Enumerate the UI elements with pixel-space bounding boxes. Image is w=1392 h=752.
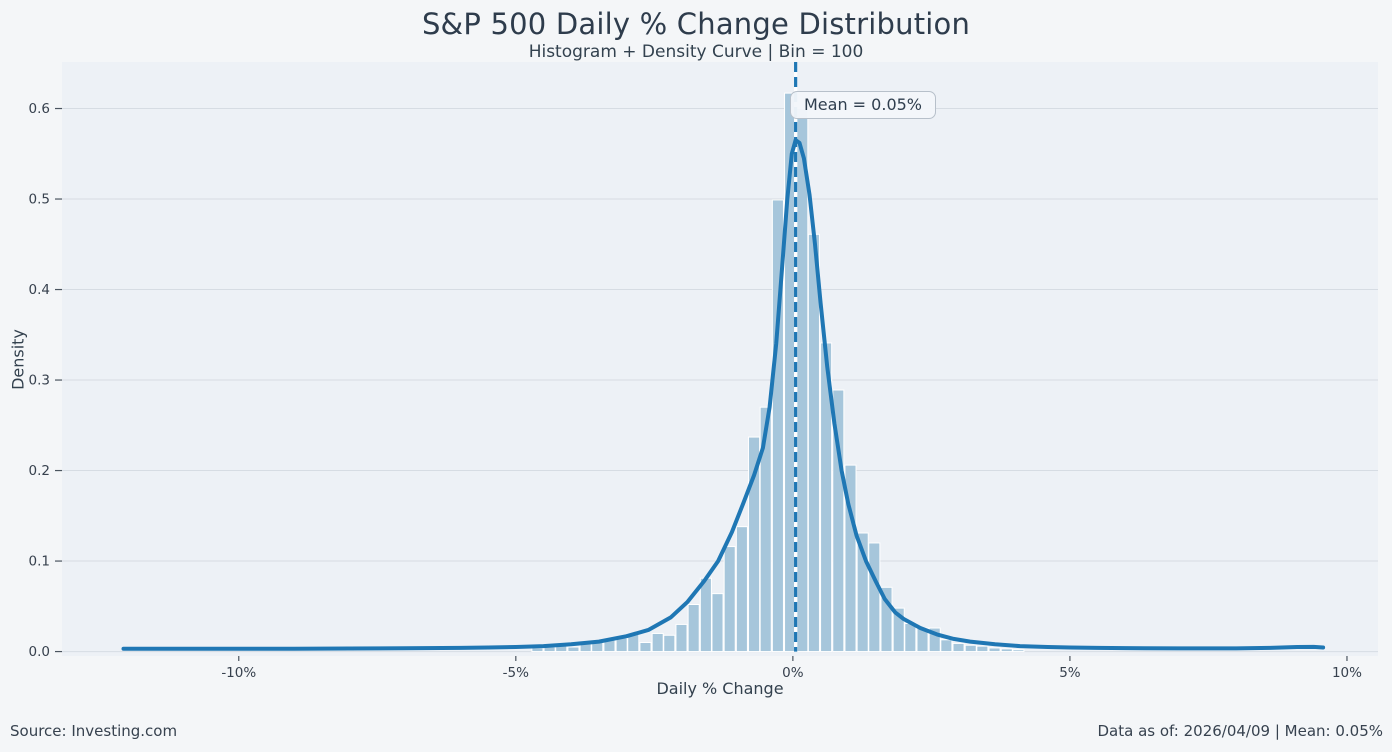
histogram-bar [759, 406, 772, 653]
histogram-bar [796, 108, 809, 653]
histogram-bar [723, 546, 736, 653]
histogram-bar [651, 632, 664, 653]
histogram-bar [940, 639, 953, 653]
histogram-bar [952, 642, 965, 653]
y-tick-label: 0.6 [29, 101, 50, 117]
y-tick-label: 0.4 [29, 282, 50, 298]
histogram-bar [531, 647, 544, 653]
x-tick-label: 5% [1059, 665, 1081, 681]
source-caption: Source: Investing.com [10, 722, 178, 740]
histogram-bar [892, 607, 905, 653]
y-tick-label: 0.3 [29, 373, 50, 389]
x-tick-label: 0% [782, 665, 804, 681]
histogram-bar [748, 436, 761, 653]
histogram-bar [856, 532, 869, 653]
mean-annotation: Mean = 0.05% [790, 91, 936, 119]
histogram-bar [675, 623, 688, 653]
histogram-bar [807, 233, 820, 653]
histogram-bar [687, 604, 700, 653]
histogram-bar [844, 464, 857, 653]
density-curve [121, 138, 1326, 651]
histogram-bar [832, 389, 845, 653]
histogram-bar [615, 637, 628, 653]
histogram-bar [1012, 649, 1025, 653]
histogram-bar [904, 623, 917, 653]
y-tick-label: 0.1 [29, 554, 50, 570]
x-tick-label: 10% [1332, 665, 1362, 681]
histogram-bar [868, 542, 881, 653]
y-tick-label: 0.0 [29, 644, 50, 660]
y-tick-label: 0.5 [29, 192, 50, 208]
y-tick-label: 0.2 [29, 463, 50, 479]
chart-title: S&P 500 Daily % Change Distribution [421, 7, 971, 41]
histogram-bar [976, 645, 989, 653]
chart-subtitle: Histogram + Density Curve | Bin = 100 [528, 42, 864, 62]
histogram-bar [771, 199, 784, 653]
x-tick-label: -5% [503, 665, 529, 681]
histogram-bar [1000, 648, 1013, 653]
plot-area [62, 62, 1378, 656]
data-as-of-caption: Data as of: 2026/04/09 | Mean: 0.05% [1097, 722, 1384, 740]
histogram-bar [711, 593, 724, 653]
histogram-bar [735, 526, 748, 653]
y-axis-label: Density [8, 329, 28, 390]
histogram-bar [663, 634, 676, 653]
histogram-bar [988, 647, 1001, 653]
x-tick-label: -10% [221, 665, 256, 681]
histogram-bar [567, 646, 580, 653]
histogram-bar [639, 642, 652, 653]
x-axis-label: Daily % Change [656, 679, 784, 698]
histogram-bar [699, 577, 712, 653]
histogram-bar [964, 644, 977, 653]
histogram-bar [928, 627, 941, 653]
histogram-bar [880, 586, 893, 653]
